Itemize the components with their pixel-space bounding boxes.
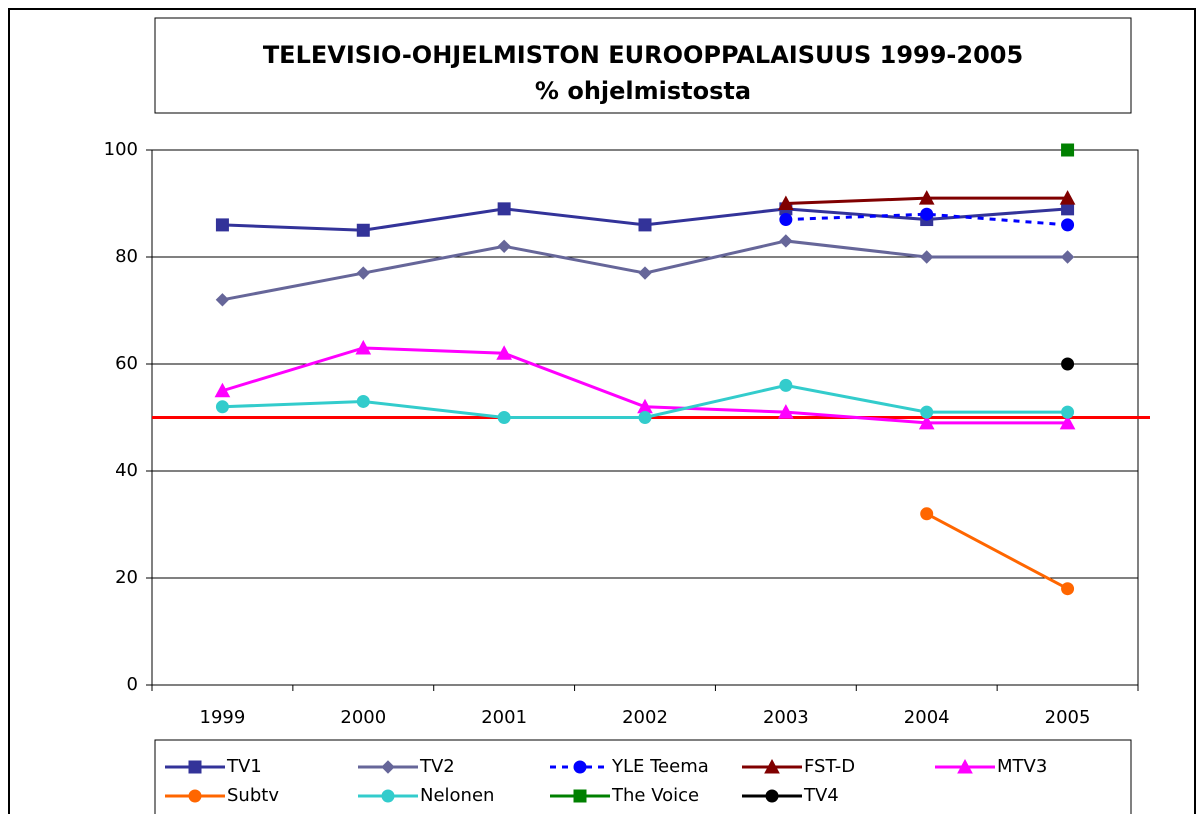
chart-subtitle: % ohjelmistosta [535,77,751,105]
data-point [497,239,511,254]
legend-marker [381,760,395,774]
x-tick-label: 2001 [481,707,527,728]
data-point [1061,582,1075,596]
legend-marker [764,758,780,774]
x-tick-label: 2003 [763,707,809,728]
data-point [215,293,230,307]
legend-label: The Voice [611,785,699,806]
legend-label: FST-D [804,756,855,777]
x-tick-label: 2005 [1045,707,1091,728]
data-point [779,378,793,392]
data-point [215,218,229,232]
legend-label: Subtv [227,785,279,806]
data-point [1060,250,1075,264]
data-point [920,207,934,221]
legend-label: YLE Teema [611,756,709,777]
chart-frame [8,8,1196,814]
data-point [920,507,934,521]
data-point [356,223,370,237]
y-tick-label: 20 [115,567,138,588]
data-point [1061,357,1075,371]
legend-marker [573,760,587,774]
legend-marker [188,760,202,774]
x-tick-label: 2002 [622,707,668,728]
legend-label: TV2 [419,756,455,777]
x-tick-label: 2004 [904,707,950,728]
legend-marker [188,789,202,803]
title-box [154,17,1132,114]
series-line [926,512,1069,591]
data-point [779,213,793,227]
data-point [215,400,229,414]
legend-label: Nelonen [420,785,494,806]
x-tick-label: 1999 [200,707,246,728]
data-point [638,218,652,232]
y-tick-label: 100 [104,139,138,160]
data-point [1061,218,1075,232]
legend-label: TV4 [803,785,839,806]
data-point [496,345,512,360]
y-tick-label: 0 [127,674,138,695]
legend-marker [957,758,973,774]
legend-label: TV1 [226,756,262,777]
data-point [497,411,511,424]
legend-box [154,739,1132,818]
data-point [355,339,372,355]
data-point [920,250,934,264]
data-point [778,404,794,419]
data-point [1061,143,1075,157]
chart-title: TELEVISIO-OHJELMISTON EUROOPPALAISUUS 19… [263,41,1023,69]
data-point [918,190,935,205]
data-point [638,266,652,280]
data-point [778,195,794,210]
data-point [918,414,935,430]
data-point [356,394,370,408]
x-tick-label: 2000 [340,707,386,728]
data-point [638,411,652,424]
y-tick-label: 80 [115,246,138,267]
data-point [1061,405,1075,419]
legend-label: MTV3 [997,756,1047,777]
data-point [1061,202,1075,216]
legend-marker [765,789,779,803]
data-point [356,266,370,280]
y-tick-label: 40 [115,460,138,481]
legend-marker [573,789,587,803]
data-point [920,405,934,419]
data-point [1059,414,1076,430]
data-point [1059,190,1076,205]
data-point [497,202,511,216]
y-tick-label: 60 [115,353,138,374]
legend-marker [381,789,395,803]
data-point [214,382,231,398]
data-point [779,234,793,248]
